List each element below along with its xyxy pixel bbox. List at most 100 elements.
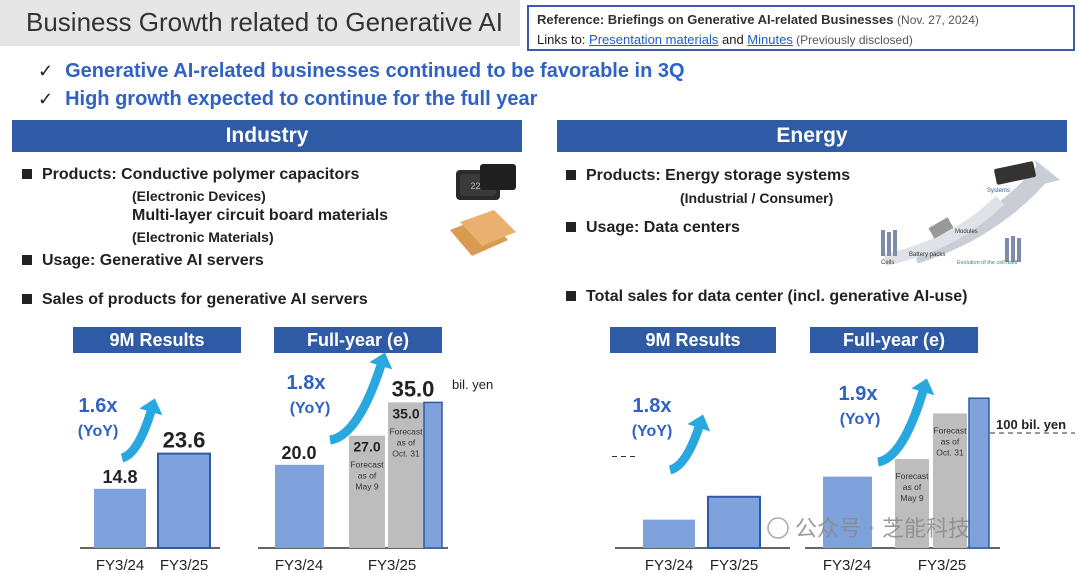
energy-9m-bar-FY3/25: [707, 495, 761, 550]
energy-fy-forecast-note: Forecast: [933, 425, 967, 435]
industry-usage-text: Usage: Generative AI servers: [42, 252, 264, 269]
industry-fy-value-label: 35.0: [392, 376, 435, 401]
headline-2-text: High growth expected to continue for the…: [65, 88, 538, 110]
page-title: Business Growth related to Generative AI: [26, 7, 503, 37]
headline-1: ✓ Generative AI-related businesses contin…: [38, 60, 685, 83]
energy-9m-arrow-head: [687, 414, 711, 432]
energy-9m-title: 9M Results: [645, 330, 740, 350]
energy-fy-forecast-bar: [933, 413, 967, 548]
industry-9m-title-bg: [73, 327, 241, 353]
industry-usage: Usage: Generative AI servers: [22, 252, 264, 270]
energy-9m-bar-FY3/24: [643, 519, 695, 548]
industry-fy-forecast-note: May 9: [355, 482, 378, 492]
industry-9m-bar-FY3/25: [157, 452, 211, 550]
energy-fy-forecast-note: May 9: [900, 493, 923, 503]
energy-fy-growth-sub: (YoY): [840, 411, 881, 428]
diagram-evolution-label: Evolution of the cell itself: [957, 260, 1018, 266]
industry-fy-bar-FY3/24: [275, 464, 324, 548]
presentation-materials-link[interactable]: Presentation materials: [589, 32, 719, 47]
energy-chart-title: Total sales for data center (incl. gener…: [566, 288, 967, 306]
industry-fy-forecast-note: as of: [397, 437, 416, 447]
bullet-square-icon: [566, 222, 576, 232]
svg-text:220: 220: [470, 181, 485, 191]
bullet-square-icon: [566, 291, 576, 301]
industry-chart-title: Sales of products for generative AI serv…: [22, 291, 368, 309]
industry-fy-tick-label: FY3/24: [275, 557, 323, 573]
energy-fy-forecast-bar: [895, 459, 929, 548]
energy-products-sub: (Industrial / Consumer): [680, 190, 834, 206]
industry-9m-growth-sub: (YoY): [78, 423, 119, 440]
industry-9m-value-label: 14.8: [102, 467, 137, 487]
industry-fy-forecast-note: as of: [358, 471, 377, 481]
industry-products-sub1: (Electronic Devices): [132, 188, 266, 204]
industry-fy-title: Full-year (e): [307, 330, 409, 350]
title-bar: [0, 0, 520, 46]
reference-heading: Reference: Briefings on Generative AI-re…: [537, 12, 894, 27]
energy-fy-bar-FY3/24: [823, 476, 872, 548]
industry-9m-arrow-head: [139, 398, 163, 416]
diagram-cells-label: Cells: [881, 260, 894, 266]
energy-fy-bar-FY3/25: [968, 397, 990, 549]
check-icon: ✓: [38, 89, 54, 109]
industry-products-line2: Multi-layer circuit board materials: [132, 207, 389, 224]
industry-9m-title: 9M Results: [109, 330, 204, 350]
industry-fy-forecast-note: Forecast: [389, 426, 423, 436]
reference-note: (Previously disclosed): [792, 33, 913, 47]
energy-9m-tick-label: FY3/25: [710, 557, 758, 573]
industry-9m-value-label: 23.6: [163, 428, 206, 453]
industry-chart-title-text: Sales of products for generative AI serv…: [42, 291, 368, 308]
energy-fy-forecast-note: Oct. 31: [936, 447, 964, 457]
energy-9m-title-bg: [610, 327, 776, 353]
bullet-square-icon: [22, 255, 32, 265]
industry-9m-bar-FY3/24: [94, 488, 146, 548]
bullet-square-icon: [22, 294, 32, 304]
energy-usage: Usage: Data centers: [566, 219, 740, 237]
industry-9m-tick-label: FY3/24: [96, 557, 144, 573]
energy-fy-title: Full-year (e): [843, 330, 945, 350]
industry-fy-arrow-shaft: [328, 360, 387, 445]
energy-products-text: Products: Energy storage systems: [586, 167, 851, 184]
energy-fy-arrow-shaft: [876, 386, 929, 467]
energy-fy-arrow-head: [911, 378, 935, 396]
industry-fy-growth-sub: (YoY): [290, 400, 331, 417]
industry-fy-forecast-note: Forecast: [350, 460, 384, 470]
energy-fy-tick-label: FY3/24: [823, 557, 871, 573]
industry-9m-tick-label: FY3/25: [160, 557, 208, 573]
reference-links-prefix: Links to:: [537, 32, 590, 47]
industry-9m-arrow-shaft: [120, 406, 157, 463]
industry-fy-value-label: 20.0: [281, 443, 316, 463]
diagram-battery-packs-label: Battery packs: [909, 252, 945, 258]
energy-fy-forecast-note: as of: [903, 482, 922, 492]
industry-fy-unit: bil. yen: [452, 377, 493, 392]
diagram-modules-label: Modules: [955, 229, 978, 235]
energy-fy-growth: 1.9x: [839, 383, 878, 405]
headline-1-text: Generative AI-related businesses continu…: [65, 60, 685, 82]
reference-and: and: [718, 32, 748, 47]
industry-products: Products: Conductive polymer capacitors: [22, 166, 359, 184]
industry-fy-arrow-head: [369, 352, 393, 370]
industry-fy-forecast-bar: [388, 402, 424, 548]
headline-2: ✓ High growth expected to continue for th…: [38, 88, 537, 111]
energy-fy-reference-label: 100 bil. yen: [996, 417, 1066, 432]
bullet-square-icon: [566, 170, 576, 180]
industry-fy-growth: 1.8x: [287, 372, 326, 394]
reference-box: Reference: Briefings on Generative AI-re…: [527, 5, 1075, 51]
industry-fy-forecast-value: 27.0: [353, 439, 380, 455]
wechat-icon: [767, 517, 789, 539]
energy-chart-title-text: Total sales for data center (incl. gener…: [586, 288, 968, 305]
energy-fy-forecast-note: Forecast: [895, 471, 929, 481]
industry-fy-bar-FY3/25: [423, 401, 443, 549]
energy-usage-text: Usage: Data centers: [586, 219, 740, 236]
energy-header: Energy: [557, 120, 1067, 152]
diagram-systems-label: Systems: [987, 188, 1010, 194]
capacitor-product-image: 220: [450, 164, 516, 256]
energy-9m-growth-sub: (YoY): [632, 423, 673, 440]
energy-9m-arrow-shaft: [668, 422, 705, 475]
industry-products-text: Products: Conductive polymer capacitors: [42, 166, 360, 183]
watermark-text: 公众号 · 芝能科技: [795, 517, 970, 542]
energy-fy-tick-label: FY3/25: [918, 557, 966, 573]
minutes-link[interactable]: Minutes: [747, 32, 793, 47]
energy-fy-forecast-note: as of: [941, 436, 960, 446]
energy-storage-diagram: Systems Modules Battery packs Cells Evol…: [881, 160, 1060, 266]
